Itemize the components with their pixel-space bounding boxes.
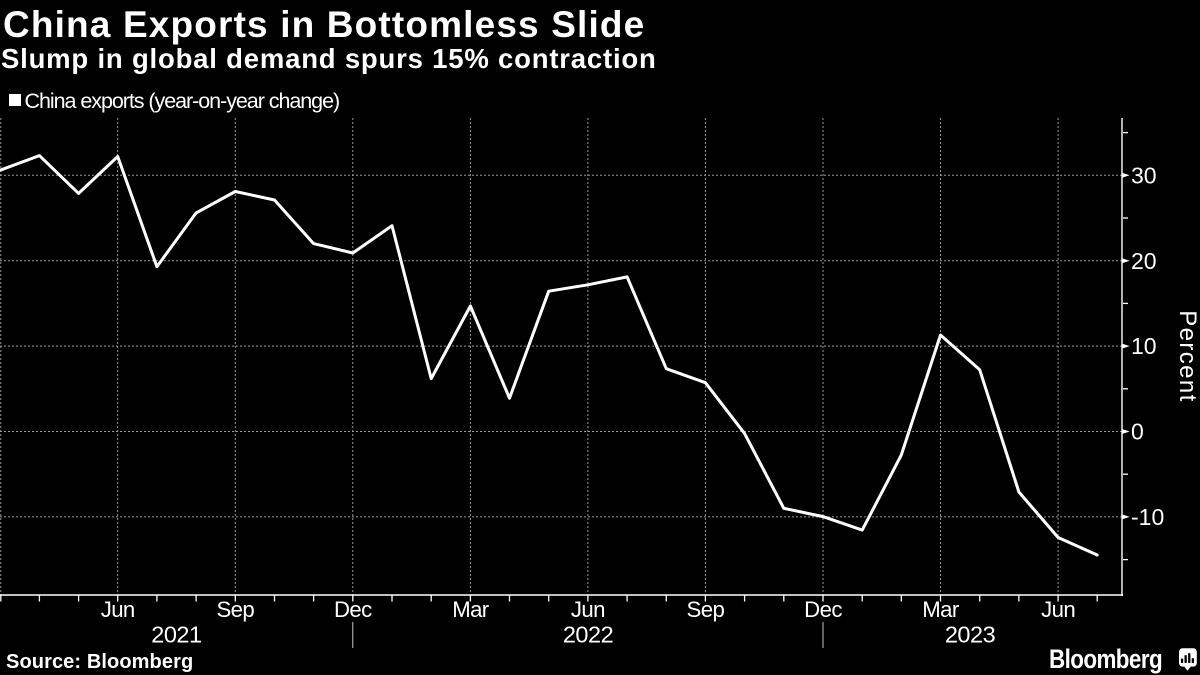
svg-text:Mar: Mar — [922, 597, 960, 622]
svg-text:-10: -10 — [1131, 504, 1164, 530]
svg-text:2022: 2022 — [563, 622, 613, 648]
svg-text:Dec: Dec — [804, 597, 842, 622]
svg-text:Bloomberg: Bloomberg — [1049, 645, 1163, 674]
svg-text:Dec: Dec — [334, 597, 372, 622]
svg-text:2021: 2021 — [151, 622, 201, 648]
svg-text:10: 10 — [1131, 333, 1157, 359]
svg-text:2023: 2023 — [945, 622, 996, 648]
svg-text:Jun: Jun — [1041, 597, 1075, 622]
svg-text:Mar: Mar — [452, 597, 490, 622]
svg-text:Percent: Percent — [1174, 310, 1200, 403]
svg-text:Jun: Jun — [571, 597, 605, 622]
svg-text:0: 0 — [1131, 419, 1144, 445]
svg-text:Sep: Sep — [687, 597, 725, 622]
svg-text:Sep: Sep — [216, 597, 254, 622]
svg-text:30: 30 — [1131, 162, 1157, 188]
svg-text:20: 20 — [1131, 248, 1157, 274]
svg-text:Jun: Jun — [101, 597, 135, 622]
